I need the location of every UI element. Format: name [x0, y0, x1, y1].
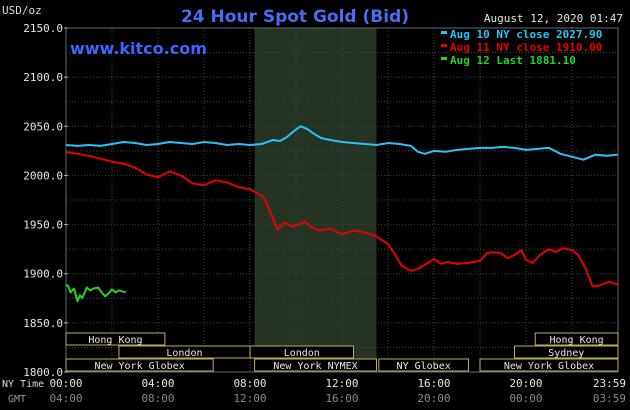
y-tick-label: 1950.0 — [23, 219, 63, 232]
y-axis-unit: USD/oz — [2, 4, 42, 17]
market-label: New York NYMEX — [273, 361, 357, 372]
x-tick-gmt: 16:00 — [325, 392, 358, 405]
brand-watermark: www.kitco.com — [70, 39, 207, 58]
market-label: NY Globex — [397, 361, 451, 372]
y-tick-label: 1850.0 — [23, 317, 63, 330]
x-tick-ny-time: 23:59 — [593, 377, 626, 390]
legend-item-aug11: Aug 11 NY close 1910.00 — [450, 41, 602, 54]
legend-item-aug10: Aug 10 NY close 2027.90 — [450, 28, 602, 41]
ny-time-row-label: NY Time — [2, 379, 44, 390]
x-tick-gmt: 08:00 — [141, 392, 174, 405]
y-tick-label: 2100.0 — [23, 71, 63, 84]
x-tick-ny-time: 04:00 — [141, 377, 174, 390]
y-tick-label: 2050.0 — [23, 120, 63, 133]
gmt-row-label: GMT — [8, 394, 26, 405]
x-tick-ny-time: 08:00 — [233, 377, 266, 390]
market-label: London — [166, 348, 202, 359]
x-tick-ny-time: 20:00 — [509, 377, 542, 390]
timestamp: August 12, 2020 01:47 — [484, 12, 623, 25]
legend-item-aug12: Aug 12 Last 1881.10 — [450, 54, 576, 67]
x-tick-ny-time: 16:00 — [417, 377, 450, 390]
chart-title: 24 Hour Spot Gold (Bid) — [181, 7, 409, 27]
x-tick-ny-time: 12:00 — [325, 377, 358, 390]
market-label: New York Globex — [94, 361, 184, 372]
market-label: Hong Kong — [550, 335, 604, 346]
y-tick-label: 2150.0 — [23, 22, 63, 35]
x-tick-gmt: 20:00 — [417, 392, 450, 405]
y-tick-label: 1900.0 — [23, 268, 63, 281]
x-tick-gmt: 03:59 — [593, 392, 626, 405]
x-tick-ny-time: 00:00 — [49, 377, 82, 390]
market-label: London — [284, 348, 320, 359]
x-tick-gmt: 12:00 — [233, 392, 266, 405]
market-label: Hong Kong — [88, 335, 142, 346]
y-tick-label: 2000.0 — [23, 169, 63, 182]
x-tick-gmt: 00:00 — [509, 392, 542, 405]
market-label: New York Globex — [504, 361, 594, 372]
x-tick-gmt: 04:00 — [49, 392, 82, 405]
market-label: Sydney — [548, 348, 584, 359]
